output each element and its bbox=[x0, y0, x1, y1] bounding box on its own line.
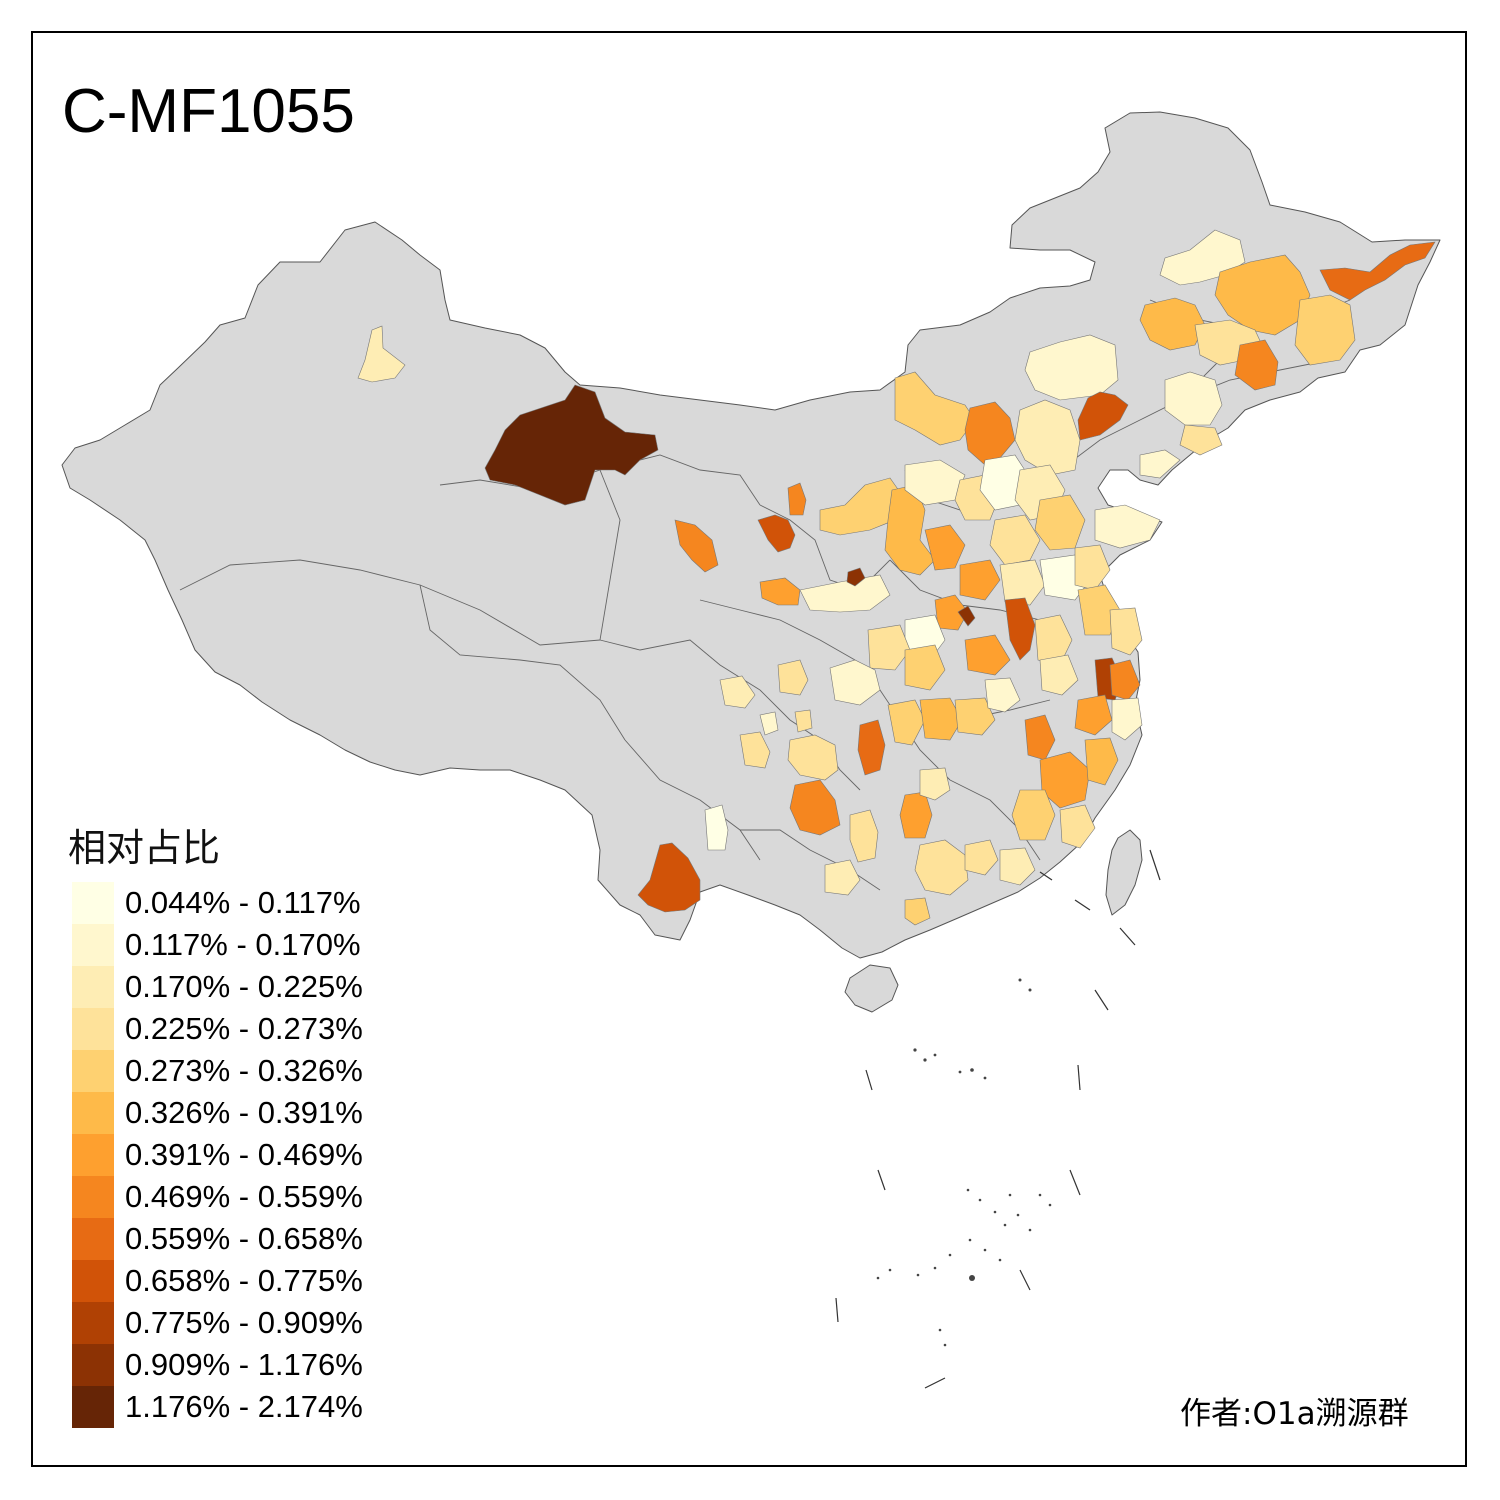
legend-swatch bbox=[72, 882, 114, 924]
region-gd-1 bbox=[964, 839, 999, 876]
region-c-7 bbox=[1004, 597, 1036, 661]
legend-swatch bbox=[72, 1302, 114, 1344]
region-sc-8 bbox=[857, 719, 886, 776]
region-sc-3 bbox=[719, 675, 756, 709]
region-ne-7 bbox=[1234, 339, 1279, 391]
region-hb-2 bbox=[919, 697, 963, 741]
legend-label: 0.909% - 1.176% bbox=[125, 1347, 363, 1382]
region-ne-5 bbox=[1139, 297, 1206, 351]
region-yn-1 bbox=[637, 842, 701, 913]
legend-swatch bbox=[72, 1260, 114, 1302]
legend-swatch bbox=[72, 1218, 114, 1260]
region-fj-1 bbox=[1084, 737, 1119, 786]
map-frame bbox=[31, 31, 1467, 1467]
legend-label: 0.658% - 0.775% bbox=[125, 1263, 363, 1298]
region-sc-7 bbox=[787, 734, 839, 781]
region-gx-2 bbox=[914, 839, 969, 896]
region-gs-4 bbox=[799, 574, 891, 613]
region-gx-3 bbox=[904, 897, 931, 926]
region-hb-4 bbox=[984, 677, 1021, 713]
region-c-14 bbox=[1074, 694, 1113, 736]
region-sc-2 bbox=[829, 659, 881, 706]
region-c-5 bbox=[904, 644, 946, 691]
region-nm-5 bbox=[1014, 399, 1081, 476]
legend-label: 0.170% - 0.225% bbox=[125, 969, 363, 1004]
region-xj-north bbox=[357, 325, 406, 383]
legend-swatch bbox=[72, 1050, 114, 1092]
region-sd-2 bbox=[1074, 544, 1111, 591]
region-sc-5 bbox=[759, 711, 779, 736]
hainan-island bbox=[844, 964, 899, 1013]
region-qh-1 bbox=[674, 519, 719, 573]
region-ne-9 bbox=[1179, 424, 1223, 456]
region-nc-3 bbox=[924, 524, 966, 571]
region-gs-3 bbox=[759, 577, 801, 606]
region-c-11 bbox=[1109, 607, 1143, 656]
region-c-4 bbox=[867, 624, 911, 671]
region-ne-4 bbox=[1294, 294, 1356, 366]
region-sx-dot bbox=[846, 567, 866, 587]
legend-label: 0.469% - 0.559% bbox=[125, 1179, 363, 1214]
region-sc-9 bbox=[789, 779, 841, 836]
legend-swatch bbox=[72, 924, 114, 966]
legend-swatch bbox=[72, 1176, 114, 1218]
region-sd-1 bbox=[1094, 504, 1161, 549]
legend-label: 1.176% - 2.174% bbox=[125, 1389, 363, 1424]
region-fj-2 bbox=[1059, 804, 1096, 849]
legend-swatch bbox=[72, 1092, 114, 1134]
region-ne-10 bbox=[1139, 449, 1181, 479]
region-sc-10 bbox=[704, 804, 729, 851]
region-ne-8 bbox=[1164, 371, 1223, 426]
legend-label: 0.559% - 0.658% bbox=[125, 1221, 363, 1256]
region-gd-2 bbox=[999, 847, 1036, 886]
region-sc-1 bbox=[777, 659, 809, 696]
region-nc-10 bbox=[959, 559, 1001, 601]
legend-label: 0.044% - 0.117% bbox=[125, 885, 361, 920]
legend-swatch bbox=[72, 1008, 114, 1050]
region-c-2 bbox=[957, 605, 976, 627]
region-jx-1 bbox=[1024, 714, 1056, 761]
region-nm-3 bbox=[1024, 334, 1119, 401]
region-c-6 bbox=[964, 634, 1011, 676]
legend-label: 0.225% - 0.273% bbox=[125, 1011, 363, 1046]
legend-label: 0.326% - 0.391% bbox=[125, 1095, 363, 1130]
region-c-9 bbox=[1039, 654, 1079, 696]
author-credit: 作者:O1a溯源群 bbox=[1180, 1396, 1409, 1432]
region-c-8 bbox=[1034, 614, 1073, 666]
region-gz-3 bbox=[919, 767, 951, 801]
region-hb-1 bbox=[887, 699, 926, 746]
legend-swatch bbox=[72, 966, 114, 1008]
region-jx-3 bbox=[1011, 789, 1056, 841]
region-gs-2 bbox=[757, 514, 796, 553]
legend-swatch bbox=[72, 1344, 114, 1386]
legend-label: 0.117% - 0.170% bbox=[125, 927, 361, 962]
taiwan-island bbox=[1105, 829, 1143, 916]
region-hb-3 bbox=[954, 697, 996, 736]
legend-label: 0.273% - 0.326% bbox=[125, 1053, 363, 1088]
region-nc-8 bbox=[989, 514, 1041, 566]
map-title: C-MF1055 bbox=[62, 77, 355, 146]
legend-swatch bbox=[72, 1386, 114, 1428]
legend-label: 0.775% - 0.909% bbox=[125, 1305, 363, 1340]
legend-label: 0.391% - 0.469% bbox=[125, 1137, 363, 1172]
region-nc-11 bbox=[999, 559, 1046, 606]
region-c-15 bbox=[1111, 697, 1143, 741]
region-xj-east bbox=[484, 384, 659, 506]
region-sc-6 bbox=[739, 731, 771, 769]
region-c-13 bbox=[1109, 659, 1141, 701]
region-gx-1 bbox=[824, 859, 861, 896]
legend-title: 相对占比 bbox=[68, 826, 221, 870]
region-nm-4 bbox=[1077, 391, 1129, 441]
region-gz-1 bbox=[849, 809, 879, 863]
region-gz-2 bbox=[899, 791, 933, 839]
region-ne-3 bbox=[1319, 241, 1436, 301]
region-sc-4 bbox=[794, 709, 813, 733]
region-gs-1 bbox=[787, 482, 807, 516]
legend-swatch bbox=[72, 1134, 114, 1176]
